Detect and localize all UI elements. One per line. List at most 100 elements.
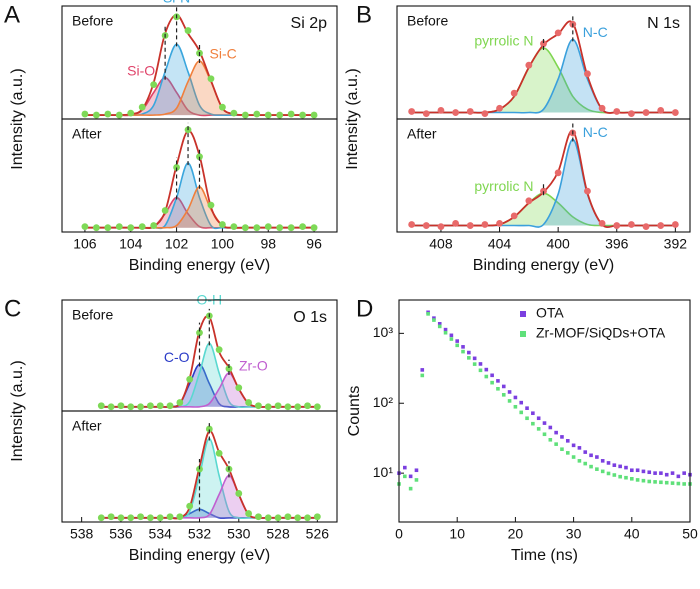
data-point xyxy=(455,343,459,348)
data-point xyxy=(455,339,459,343)
data-point xyxy=(606,461,611,465)
data-point xyxy=(414,478,419,482)
data-point xyxy=(501,384,506,389)
data-point xyxy=(403,474,407,479)
data-point xyxy=(536,427,541,431)
data-point xyxy=(536,416,541,421)
data-point xyxy=(577,446,582,450)
data-point xyxy=(542,421,547,425)
data-point xyxy=(635,468,640,473)
data-point xyxy=(186,375,194,383)
data-point xyxy=(595,455,599,459)
data-point xyxy=(452,109,459,116)
data-point xyxy=(276,111,284,119)
subplot xyxy=(97,423,321,522)
component-label: C-O xyxy=(164,349,190,365)
data-point xyxy=(92,224,100,232)
data-point xyxy=(612,463,617,467)
data-point xyxy=(531,411,535,416)
data-point xyxy=(664,472,669,477)
data-point xyxy=(274,402,282,410)
data-point xyxy=(408,486,413,491)
y-axis-label: Intensity (a.u.) xyxy=(9,360,26,461)
data-point xyxy=(490,373,494,378)
peak-shade xyxy=(411,48,676,113)
data-point xyxy=(664,480,669,485)
data-point xyxy=(641,469,646,474)
x-axis-label: Binding energy (eV) xyxy=(129,257,270,274)
component-label: N-C xyxy=(583,24,608,40)
data-point xyxy=(653,480,657,484)
data-point xyxy=(235,384,243,392)
data-point xyxy=(92,111,100,119)
legend-label: Zr-MOF/SiQDs+OTA xyxy=(536,325,666,341)
subplot-label: After xyxy=(72,126,102,142)
data-point xyxy=(207,201,215,209)
data-point xyxy=(531,421,535,426)
data-point xyxy=(618,464,622,469)
data-point xyxy=(186,502,194,510)
data-point xyxy=(490,380,494,385)
panel-title: O 1s xyxy=(293,309,327,326)
peak-shade xyxy=(84,61,315,116)
data-point xyxy=(196,153,203,161)
data-point xyxy=(589,453,593,458)
data-point xyxy=(230,109,238,117)
legend-swatch xyxy=(520,331,526,337)
data-point xyxy=(313,513,321,521)
y-tick-label: 10¹ xyxy=(373,464,394,480)
data-point xyxy=(565,439,570,443)
data-point xyxy=(81,223,89,231)
data-point xyxy=(565,451,570,455)
data-point xyxy=(117,514,125,522)
subplot: C-OO-HZr-O xyxy=(97,292,321,411)
data-point xyxy=(403,465,407,470)
data-point xyxy=(264,111,272,119)
data-point xyxy=(215,449,223,457)
data-point xyxy=(294,403,302,411)
data-point xyxy=(245,510,253,517)
data-point xyxy=(138,223,146,231)
data-point xyxy=(600,469,605,474)
data-point xyxy=(408,474,413,479)
data-point xyxy=(548,437,553,442)
panel-letter: D xyxy=(356,295,373,322)
data-point xyxy=(467,356,471,360)
subplot-label: Before xyxy=(72,307,113,323)
subplot-label: Before xyxy=(72,13,113,29)
data-point xyxy=(304,514,311,522)
component-label: pyrrolic N xyxy=(474,178,533,194)
subplot: pyrrolic N N-C xyxy=(408,122,679,231)
data-point xyxy=(635,478,640,482)
x-tick-label: 404 xyxy=(488,236,512,252)
data-point xyxy=(219,221,226,228)
data-point xyxy=(598,219,606,227)
data-point xyxy=(584,187,591,195)
data-point xyxy=(146,402,154,410)
data-point xyxy=(670,481,675,485)
data-point xyxy=(414,468,419,473)
data-point xyxy=(676,474,681,479)
data-point xyxy=(426,312,430,316)
data-point xyxy=(630,468,634,473)
x-tick-label: 530 xyxy=(227,526,251,542)
data-point xyxy=(184,27,192,34)
data-point xyxy=(481,221,489,228)
data-point xyxy=(127,224,135,232)
panel-title: N 1s xyxy=(647,15,680,32)
data-point xyxy=(501,393,506,397)
data-point xyxy=(659,471,663,475)
data-point xyxy=(577,459,582,463)
data-point xyxy=(513,404,518,409)
data-point xyxy=(628,221,635,228)
data-point xyxy=(432,316,436,320)
data-point xyxy=(437,324,442,329)
data-point xyxy=(127,403,135,411)
legend-swatch xyxy=(520,311,526,317)
data-point xyxy=(554,169,562,177)
x-axis-label: Binding energy (eV) xyxy=(473,257,614,274)
data-point xyxy=(642,109,650,116)
data-point xyxy=(225,365,233,373)
data-point xyxy=(589,464,593,469)
data-point xyxy=(310,224,318,232)
